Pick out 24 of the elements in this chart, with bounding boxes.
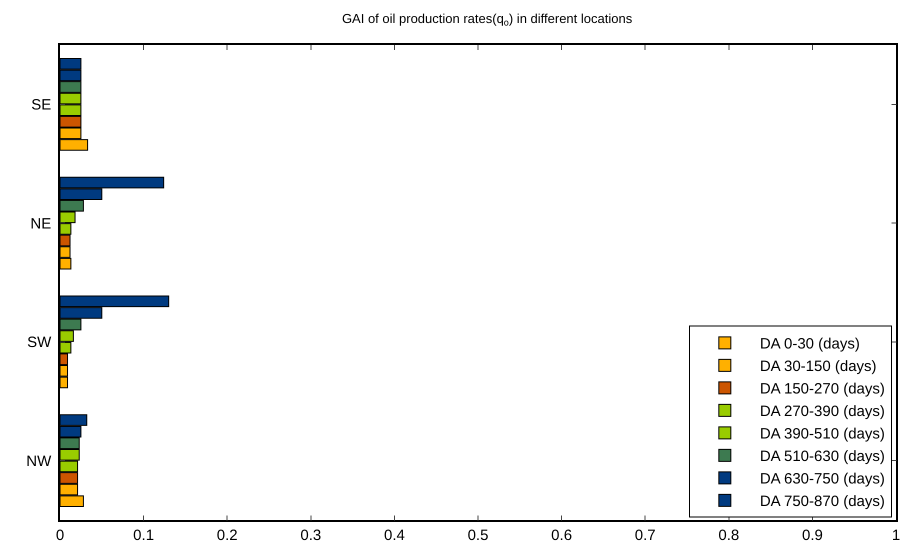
legend-label: DA 0-30 (days) bbox=[760, 336, 860, 353]
x-tick-label: 0.1 bbox=[133, 526, 154, 544]
legend-label: DA 750-870 (days) bbox=[760, 493, 885, 510]
legend-label: DA 270-390 (days) bbox=[760, 403, 885, 420]
legend-label: DA 510-630 (days) bbox=[760, 448, 885, 466]
y-tick-label: NW bbox=[26, 452, 52, 470]
y-tick-label: SW bbox=[27, 334, 52, 352]
x-tick-label: 0 bbox=[56, 526, 64, 544]
x-tick-label: 0.9 bbox=[802, 526, 823, 544]
legend-label: DA 390-510 (days) bbox=[760, 426, 885, 443]
x-tick-label: 1 bbox=[892, 526, 900, 544]
x-tick-label: 0.6 bbox=[551, 526, 572, 544]
y-tick-label: SE bbox=[31, 96, 52, 114]
x-tick-label: 0.3 bbox=[300, 526, 322, 544]
x-tick-label: 0.8 bbox=[718, 526, 740, 544]
legend-label: DA 150-270 (days) bbox=[760, 380, 885, 398]
chart-title: GAI of oil production rates(q$_{o}$) in different locations bbox=[342, 10, 633, 28]
x-tick-label: 0.2 bbox=[216, 526, 238, 544]
x-tick-label: 0.5 bbox=[468, 526, 488, 544]
legend-label: DA 630-750 (days) bbox=[760, 470, 885, 488]
x-tick-label: 0.7 bbox=[634, 526, 656, 544]
legend-label: DA 30-150 (days) bbox=[760, 358, 877, 376]
x-tick-label: 0.4 bbox=[384, 526, 405, 544]
y-tick-label: NE bbox=[30, 215, 52, 232]
